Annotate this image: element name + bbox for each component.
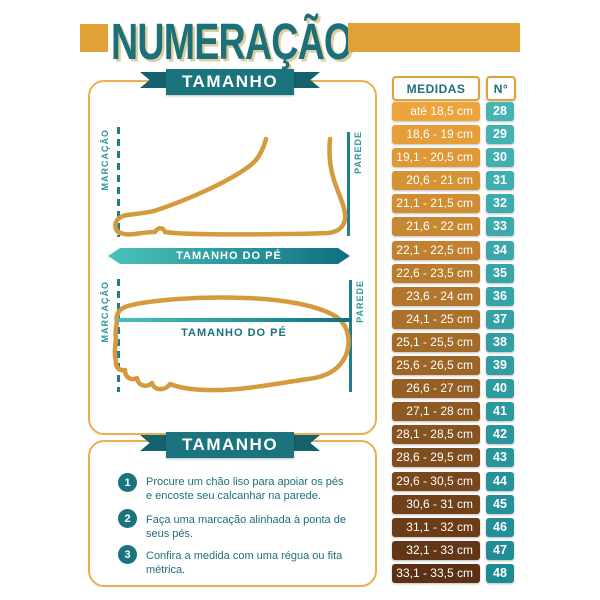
ribbon-label: TAMANHO [166, 432, 294, 458]
size-cell: 28 [486, 102, 514, 121]
step-line: Procure um chão liso para apoiar os pés [146, 476, 344, 488]
step-2-badge: 2 [118, 509, 137, 528]
measure-cell: 32,1 - 33 cm [392, 540, 480, 560]
measure-cell: 26,6 - 27 cm [392, 379, 480, 399]
wall-line [347, 132, 350, 236]
size-cell: 42 [486, 425, 514, 445]
size-cell: 40 [486, 379, 514, 399]
size-cell: 32 [486, 194, 514, 214]
size-cell: 38 [486, 332, 514, 352]
measure-cell: 30,6 - 31 cm [392, 494, 480, 514]
measure-cell: até 18,5 cm [392, 102, 480, 121]
size-cell: 33 [486, 217, 514, 237]
foot-size-line-label: TAMANHO DO PÉ [181, 327, 287, 339]
table-header-medidas: MEDIDAS [392, 76, 480, 101]
marking-label: MARCAÇÃO [100, 129, 110, 191]
measure-cell: 21,1 - 21,5 cm [392, 194, 480, 214]
measure-cell: 18,6 - 19 cm [392, 125, 480, 145]
size-cell: 37 [486, 309, 514, 329]
size-cell: 35 [486, 263, 514, 283]
page-title: NUMERAÇÃO [111, 12, 353, 70]
measure-cell: 20,6 - 21 cm [392, 171, 480, 191]
ribbon-wing-left [140, 72, 172, 88]
step-line: Confira a medida com uma régua ou fita m… [146, 550, 343, 576]
size-cell: 34 [486, 240, 514, 260]
measure-cell: 25,1 - 25,5 cm [392, 332, 480, 352]
table-header-numero: N° [486, 76, 516, 101]
step-line: Faça uma marcação alinhada à ponta de se… [146, 514, 346, 540]
size-cell: 36 [486, 286, 514, 306]
title-accent-right [348, 23, 520, 52]
step-2-text: Faça uma marcação alinhada à ponta de se… [146, 513, 366, 541]
measure-cell: 31,1 - 32 cm [392, 517, 480, 537]
measure-cell: 19,1 - 20,5 cm [392, 148, 480, 168]
size-cell: 46 [486, 517, 514, 537]
wall-line [349, 280, 352, 392]
step-1-text: Procure um chão liso para apoiar os pés … [146, 475, 366, 503]
wall-label: PAREDE [355, 280, 365, 323]
measure-cell: 28,6 - 29,5 cm [392, 448, 480, 468]
size-cell: 30 [486, 148, 514, 168]
size-cell: 45 [486, 494, 514, 514]
measure-cell: 24,1 - 25 cm [392, 309, 480, 329]
measure-cell: 28,1 - 28,5 cm [392, 425, 480, 445]
measure-cell: 25,6 - 26,5 cm [392, 356, 480, 376]
tamanho-ribbon-bottom: TAMANHO [140, 432, 320, 458]
size-cell: 31 [486, 171, 514, 191]
size-cell: 39 [486, 356, 514, 376]
measure-cell: 29,6 - 30,5 cm [392, 471, 480, 491]
measure-cell: 22,1 - 22,5 cm [392, 240, 480, 260]
size-cell: 47 [486, 540, 514, 560]
size-cell: 43 [486, 448, 514, 468]
size-cell: 41 [486, 402, 514, 422]
step-3-badge: 3 [118, 545, 137, 564]
marking-dashed-line [117, 127, 120, 237]
foot-side-icon [113, 136, 348, 237]
ribbon-wing-right [288, 72, 320, 88]
foot-size-line [117, 318, 351, 322]
marking-dashed-line [117, 279, 120, 392]
size-cell: 48 [486, 563, 514, 583]
footprint-icon [112, 295, 351, 393]
size-cell: 29 [486, 125, 514, 145]
ribbon-label: TAMANHO [166, 69, 294, 95]
step-3-text: Confira a medida com uma régua ou fita m… [146, 549, 366, 577]
measure-cell: 22,6 - 23,5 cm [392, 263, 480, 283]
title-accent-left [80, 24, 108, 52]
tamanho-ribbon-top: TAMANHO [140, 69, 320, 95]
ribbon-wing-right [288, 435, 320, 451]
step-1-badge: 1 [118, 473, 137, 492]
step-line: e encoste seu calcanhar na parede. [146, 490, 321, 502]
measure-cell: 27,1 - 28 cm [392, 402, 480, 422]
size-cell: 44 [486, 471, 514, 491]
measure-cell: 23,6 - 24 cm [392, 286, 480, 306]
ribbon-wing-left [140, 435, 172, 451]
measure-cell: 21,6 - 22 cm [392, 217, 480, 237]
measure-cell: 33,1 - 33,5 cm [392, 563, 480, 583]
foot-size-bar: TAMANHO DO PÉ [108, 248, 350, 264]
